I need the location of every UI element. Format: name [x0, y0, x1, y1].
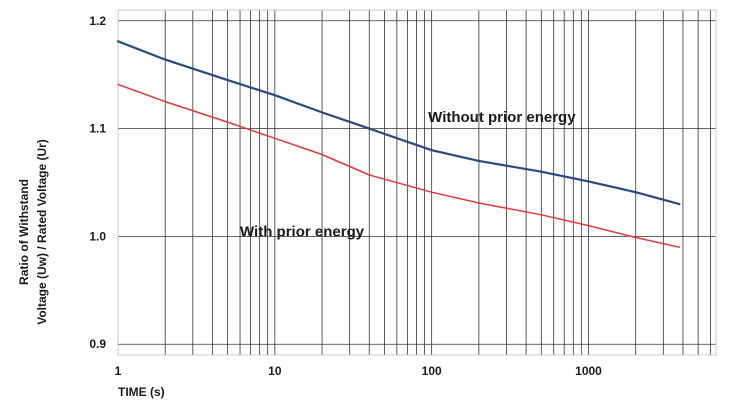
vertical-gridlines [117, 10, 711, 355]
annotations: Without prior energy With prior energy [240, 109, 576, 240]
series-annotation: Without prior energy [428, 109, 576, 126]
y-axis-title-line2: Voltage (Uw) / Rated Voltage (Ur) [35, 139, 49, 325]
x-axis-title: TIME (s) [118, 385, 165, 399]
plot-frame [117, 9, 717, 356]
x-tick-label: 10 [268, 364, 282, 378]
y-tick-label: 1.0 [89, 229, 106, 243]
y-tick-label: 1.2 [89, 14, 106, 28]
series-annotation: With prior energy [240, 223, 365, 240]
series-line [116, 40, 681, 206]
x-tick-label: 1 [115, 364, 122, 378]
x-tick-labels: 1 10 100 1000 [115, 364, 603, 378]
y-tick-label: 0.9 [89, 337, 106, 351]
y-tick-labels: 0.9 1.0 1.1 1.2 [89, 14, 106, 351]
y-axis-title-line1: Ratio of Withstand [17, 179, 31, 285]
horizontal-gridlines [118, 20, 716, 345]
series-line [117, 83, 681, 248]
x-tick-label: 100 [422, 364, 442, 378]
y-tick-label: 1.1 [89, 122, 106, 136]
x-tick-label: 1000 [575, 364, 602, 378]
series-layer [116, 40, 681, 248]
